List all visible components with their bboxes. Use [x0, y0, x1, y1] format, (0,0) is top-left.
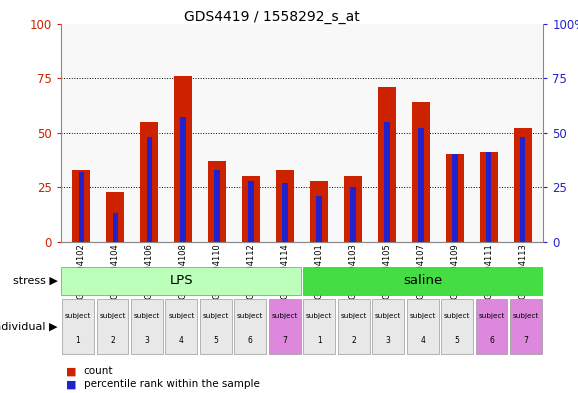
- Bar: [269, 299, 301, 354]
- Bar: [453, 154, 458, 242]
- Bar: [72, 170, 90, 242]
- Bar: [283, 183, 288, 242]
- Text: percentile rank within the sample: percentile rank within the sample: [84, 379, 260, 389]
- Bar: [140, 122, 158, 242]
- Text: LPS: LPS: [169, 274, 193, 288]
- Bar: [514, 128, 532, 242]
- Bar: [61, 266, 301, 296]
- Text: 3: 3: [386, 336, 391, 345]
- Text: 1: 1: [317, 336, 321, 345]
- Bar: [249, 181, 254, 242]
- Text: subject: subject: [375, 313, 401, 319]
- Text: 5: 5: [213, 336, 218, 345]
- Bar: [350, 187, 355, 242]
- Text: subject: subject: [272, 313, 298, 319]
- Text: 2: 2: [351, 336, 356, 345]
- Text: subject: subject: [340, 313, 367, 319]
- Bar: [377, 87, 397, 242]
- Text: 1: 1: [76, 336, 80, 345]
- Text: subject: subject: [444, 313, 470, 319]
- Bar: [146, 137, 151, 242]
- Text: 5: 5: [455, 336, 460, 345]
- Bar: [97, 299, 128, 354]
- Text: subject: subject: [99, 313, 125, 319]
- Bar: [487, 152, 491, 242]
- Bar: [276, 170, 294, 242]
- Bar: [62, 299, 94, 354]
- Bar: [303, 266, 543, 296]
- Text: 4: 4: [179, 336, 184, 345]
- Text: individual ▶: individual ▶: [0, 321, 58, 332]
- Bar: [476, 299, 507, 354]
- Text: 6: 6: [489, 336, 494, 345]
- Bar: [174, 76, 192, 242]
- Bar: [310, 181, 328, 242]
- Bar: [510, 299, 542, 354]
- Bar: [200, 299, 232, 354]
- Bar: [407, 299, 439, 354]
- Text: 7: 7: [282, 336, 287, 345]
- Bar: [316, 196, 321, 242]
- Text: subject: subject: [306, 313, 332, 319]
- Text: subject: subject: [65, 313, 91, 319]
- Bar: [235, 299, 266, 354]
- Text: ■: ■: [66, 366, 77, 376]
- Text: GDS4419 / 1558292_s_at: GDS4419 / 1558292_s_at: [184, 10, 360, 24]
- Bar: [131, 299, 163, 354]
- Text: stress ▶: stress ▶: [13, 276, 58, 286]
- Text: subject: subject: [134, 313, 160, 319]
- Text: subject: subject: [479, 313, 505, 319]
- Bar: [338, 299, 369, 354]
- Bar: [418, 128, 424, 242]
- Bar: [520, 137, 525, 242]
- Bar: [384, 122, 390, 242]
- Bar: [242, 176, 260, 242]
- Bar: [180, 118, 186, 242]
- Text: subject: subject: [203, 313, 229, 319]
- Bar: [214, 170, 220, 242]
- Text: 4: 4: [420, 336, 425, 345]
- Text: count: count: [84, 366, 113, 376]
- Bar: [372, 299, 404, 354]
- Text: 7: 7: [524, 336, 528, 345]
- Bar: [165, 299, 197, 354]
- Text: subject: subject: [409, 313, 436, 319]
- Bar: [441, 299, 473, 354]
- Text: 6: 6: [248, 336, 253, 345]
- Text: saline: saline: [403, 274, 442, 288]
- Bar: [412, 102, 430, 242]
- Bar: [208, 161, 227, 242]
- Bar: [344, 176, 362, 242]
- Text: ■: ■: [66, 379, 77, 389]
- Bar: [106, 191, 124, 242]
- Bar: [446, 154, 464, 242]
- Bar: [480, 152, 498, 242]
- Text: 2: 2: [110, 336, 115, 345]
- Bar: [113, 213, 117, 242]
- Bar: [79, 172, 84, 242]
- Text: subject: subject: [168, 313, 195, 319]
- Bar: [303, 299, 335, 354]
- Text: subject: subject: [237, 313, 264, 319]
- Text: subject: subject: [513, 313, 539, 319]
- Text: 3: 3: [144, 336, 149, 345]
